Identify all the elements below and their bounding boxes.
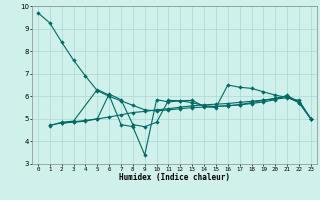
X-axis label: Humidex (Indice chaleur): Humidex (Indice chaleur)	[119, 173, 230, 182]
